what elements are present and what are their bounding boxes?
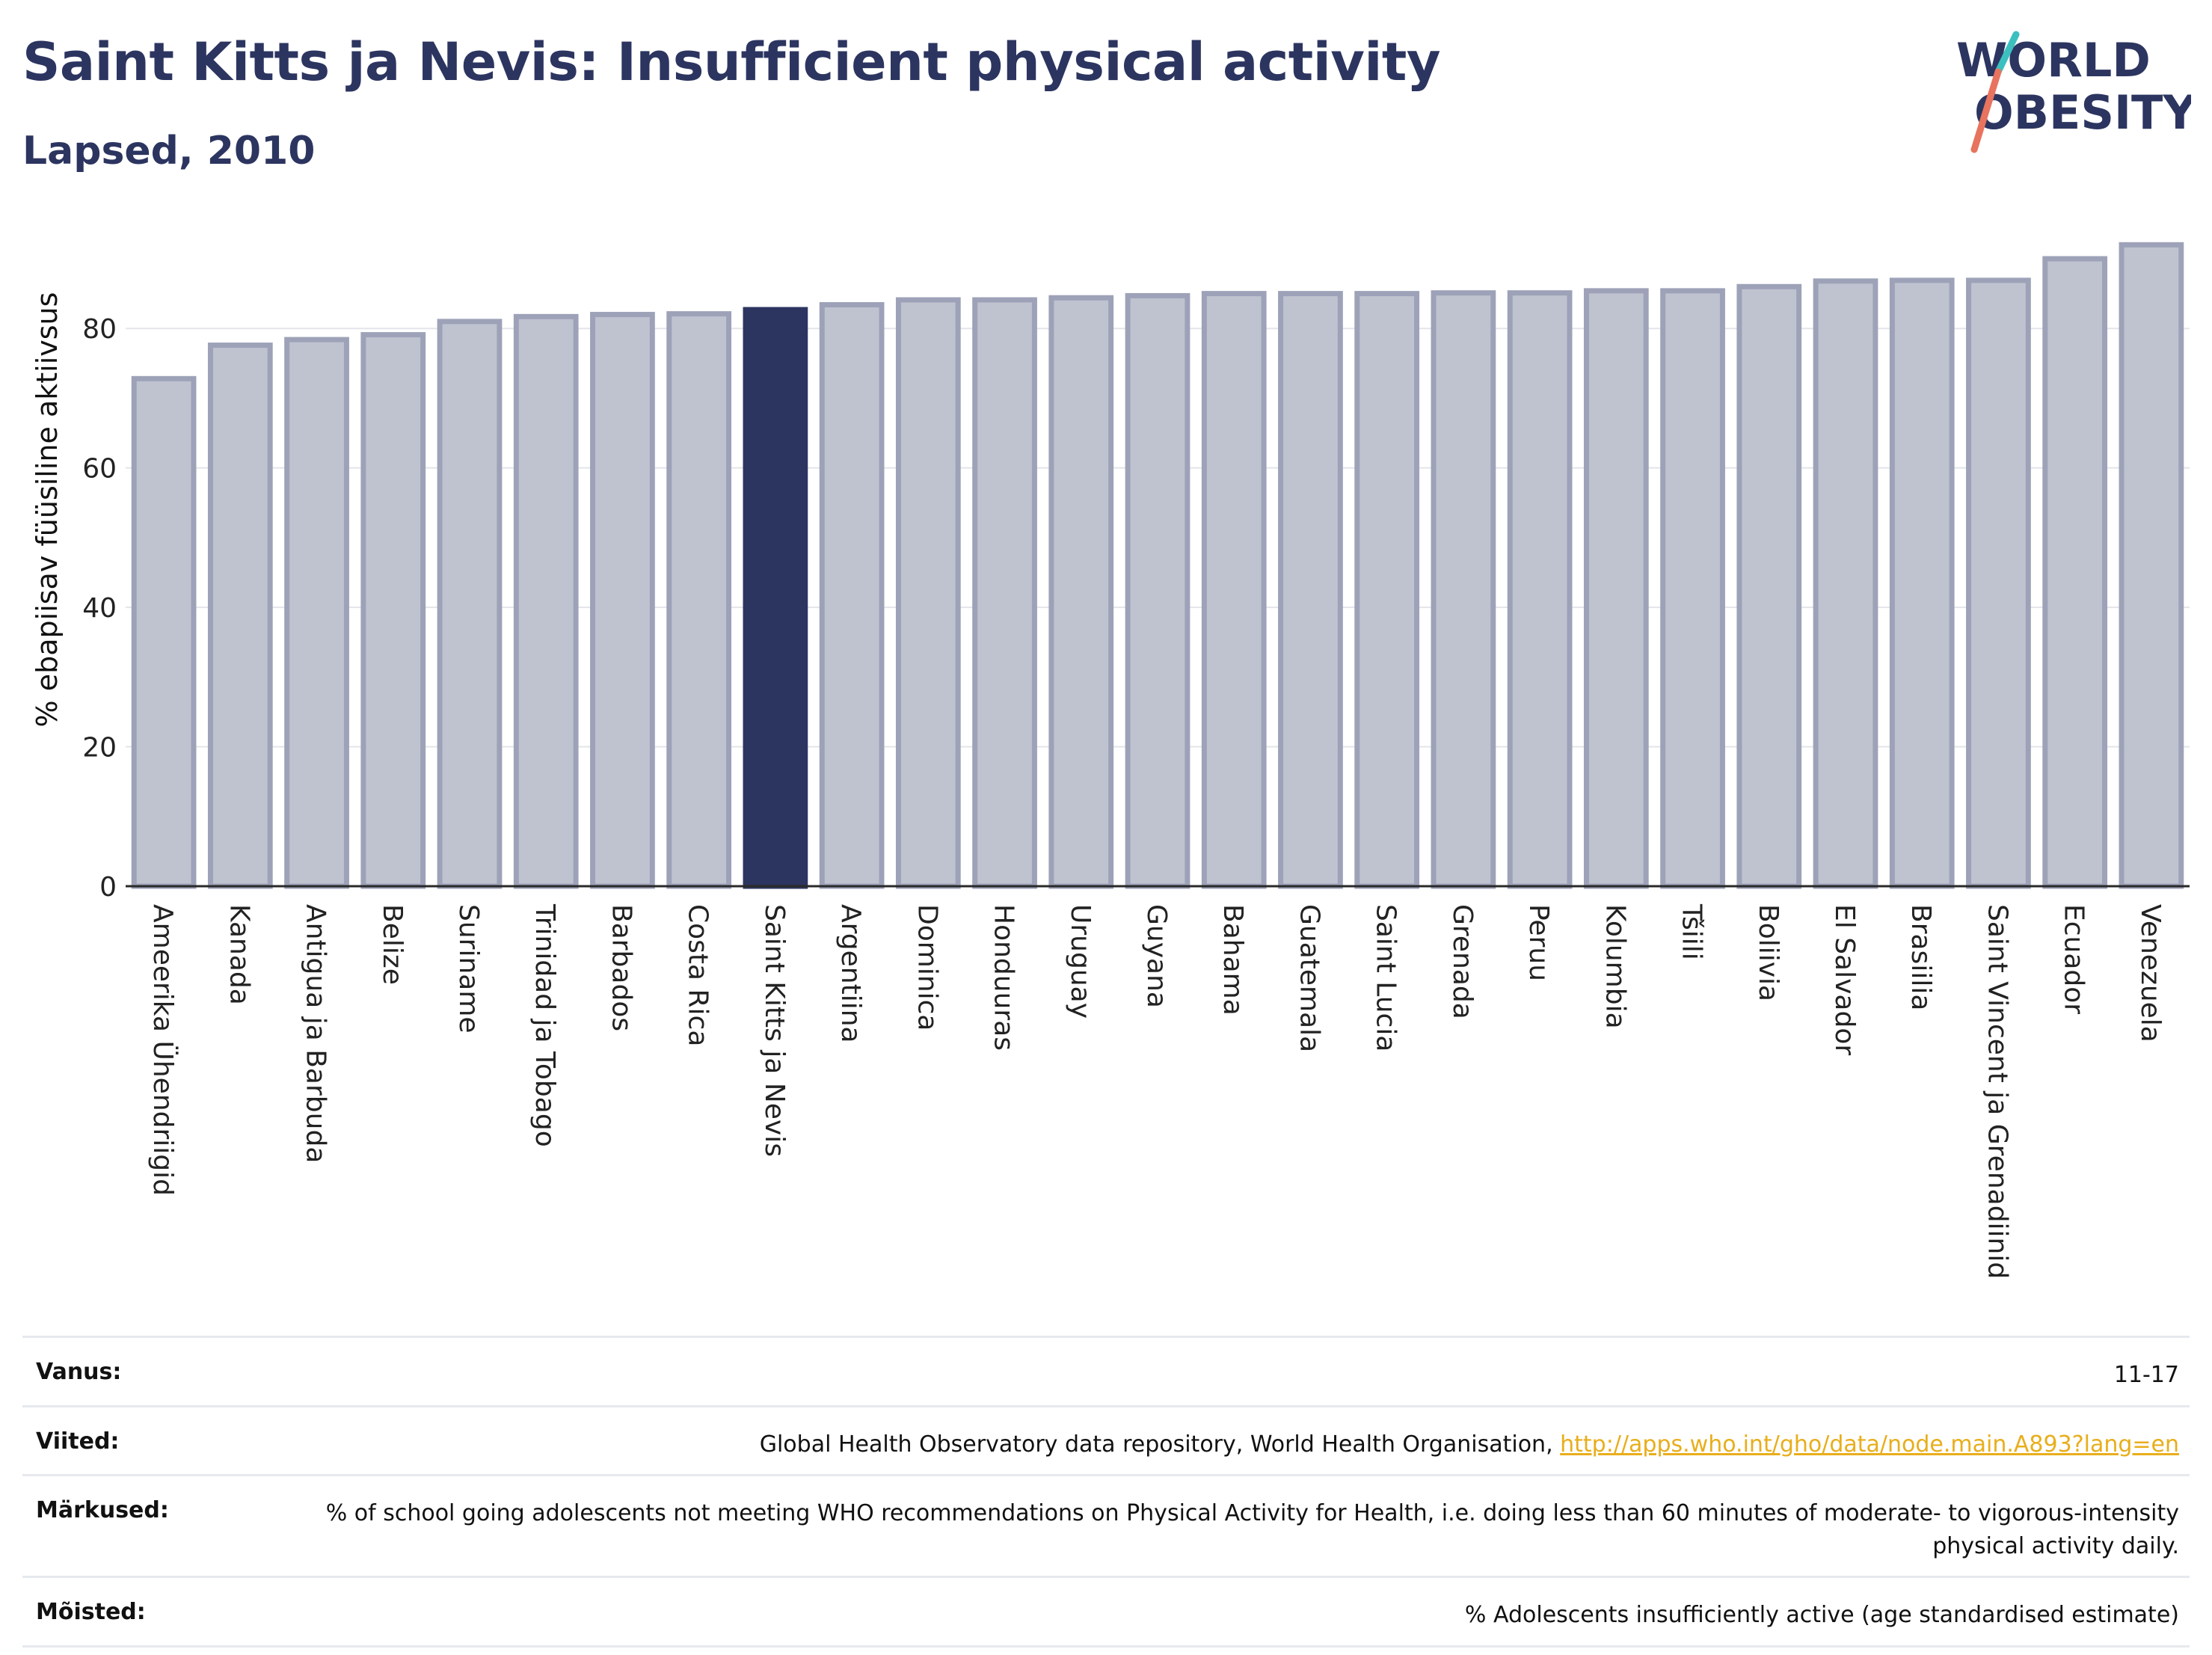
x-tick-label: Saint Kitts ja Nevis [759, 904, 790, 1157]
x-tick-label: Guatemala [1294, 904, 1324, 1052]
x-tick-label: Antigua ja Barbuda [301, 904, 331, 1163]
x-tick-label: Dominica [912, 904, 942, 1031]
bar [1507, 290, 1573, 889]
bar [819, 301, 885, 889]
bar [590, 312, 655, 889]
x-tick-label: Brasiilia [1905, 904, 1936, 1010]
x-tick-label: Saint Lucia [1371, 904, 1401, 1051]
bar [1583, 288, 1649, 889]
bar [131, 375, 197, 889]
metadata-table: Vanus: 11-17 Viited: Global Health Obser… [22, 1336, 2190, 1648]
y-tick-labels: 0 20 40 60 80 [82, 314, 117, 903]
bar [1048, 295, 1114, 889]
bar [513, 313, 579, 889]
bar [1125, 292, 1191, 889]
bar [1278, 291, 1343, 889]
x-tick-label: Honduuras [989, 904, 1019, 1051]
x-tick-label: Guyana [1141, 904, 1172, 1008]
meta-label-markused: Märkused: [36, 1497, 169, 1523]
x-tick-labels: Ameerika Ühendriigid Kanada Antigua ja Bar… [147, 903, 2166, 1279]
x-tick-label: Grenada [1447, 904, 1478, 1019]
x-tick-label: Suriname [453, 904, 484, 1034]
meta-value-moisted: % Adolescents insufficiently active (age… [1464, 1602, 2179, 1628]
x-tick-label: Bahama [1217, 904, 1248, 1016]
meta-label-viited: Viited: [36, 1428, 120, 1455]
x-tick-label: Barbados [606, 904, 636, 1031]
x-tick-label: Costa Rica [683, 904, 713, 1046]
meta-value-vanus: 11-17 [2113, 1362, 2179, 1388]
bar [1354, 291, 1420, 889]
x-tick-label: Ameerika Ühendriigid [147, 904, 179, 1196]
bar [360, 332, 426, 889]
x-tick-label: Boliivia [1753, 904, 1784, 1001]
x-tick-label: Uruguay [1065, 904, 1096, 1019]
x-tick-label: Saint Vincent ja Grenadiinid [1982, 904, 2012, 1279]
bar [1813, 278, 1878, 889]
y-tick-label: 20 [82, 733, 117, 764]
bar [743, 307, 808, 889]
bar [437, 319, 503, 889]
bar [2042, 256, 2108, 889]
bar [2119, 242, 2184, 889]
bar [1201, 291, 1267, 889]
meta-value-viited: Global Health Observatory data repositor… [760, 1428, 2179, 1461]
x-tick-label: Trinidad ja Tobago [529, 903, 560, 1147]
meta-row-viited: Viited: Global Health Observatory data r… [22, 1404, 2190, 1475]
svg-text:OBESITY: OBESITY [1974, 85, 2191, 140]
meta-label-moisted: Mõisted: [36, 1599, 146, 1625]
bar [207, 343, 273, 889]
y-tick-label: 0 [99, 872, 117, 903]
bars [131, 242, 2184, 889]
meta-value-markused: % of school going adolescents not meetin… [325, 1500, 2179, 1559]
y-tick-label: 80 [82, 314, 117, 345]
world-obesity-logo: WORLD OBESITY [1956, 31, 2191, 153]
bar [1889, 277, 1955, 889]
x-tick-label: Argentiina [835, 904, 866, 1043]
meta-row-markused: Märkused: % of school going adolescents … [22, 1474, 2190, 1576]
bar [972, 297, 1037, 889]
x-tick-label: Kanada [224, 904, 254, 1005]
x-tick-label: El Salvador [1829, 904, 1860, 1055]
x-tick-label: Kolumbia [1600, 904, 1630, 1029]
bar [1660, 288, 1725, 889]
meta-row-moisted: Mõisted: % Adolescents insufficiently ac… [22, 1576, 2190, 1648]
y-axis-label: % ebapiisav füüsiline aktiivsus [31, 292, 64, 728]
bar [1736, 283, 1802, 889]
bar [895, 297, 961, 889]
y-tick-label: 60 [82, 454, 117, 485]
source-link[interactable]: http://apps.who.int/gho/data/node.main.A… [1560, 1431, 2179, 1458]
bar-chart: 0 20 40 60 80 Ameerika Ühendriigid Kanada Anti… [31, 242, 2190, 1279]
x-tick-label: Venezuela [2135, 904, 2166, 1043]
x-tick-label: Tšiili [1677, 903, 1707, 960]
y-tick-label: 40 [82, 593, 117, 624]
bar [284, 337, 349, 889]
meta-row-vanus: Vanus: 11-17 [22, 1336, 2190, 1405]
page-subtitle: Lapsed, 2010 [22, 129, 316, 174]
x-tick-label: Peruu [1523, 904, 1554, 981]
viited-text: Global Health Observatory data repositor… [759, 1431, 1561, 1458]
bar [1966, 277, 2031, 889]
x-tick-label: Belize [377, 904, 408, 985]
x-tick-label: Ecuador [2059, 904, 2089, 1014]
bar [1431, 290, 1496, 889]
page-title: Saint Kitts ja Nevis: Insufficient physi… [22, 31, 1440, 93]
bar [666, 311, 732, 889]
meta-label-vanus: Vanus: [36, 1359, 122, 1385]
svg-text:WORLD: WORLD [1956, 33, 2151, 87]
